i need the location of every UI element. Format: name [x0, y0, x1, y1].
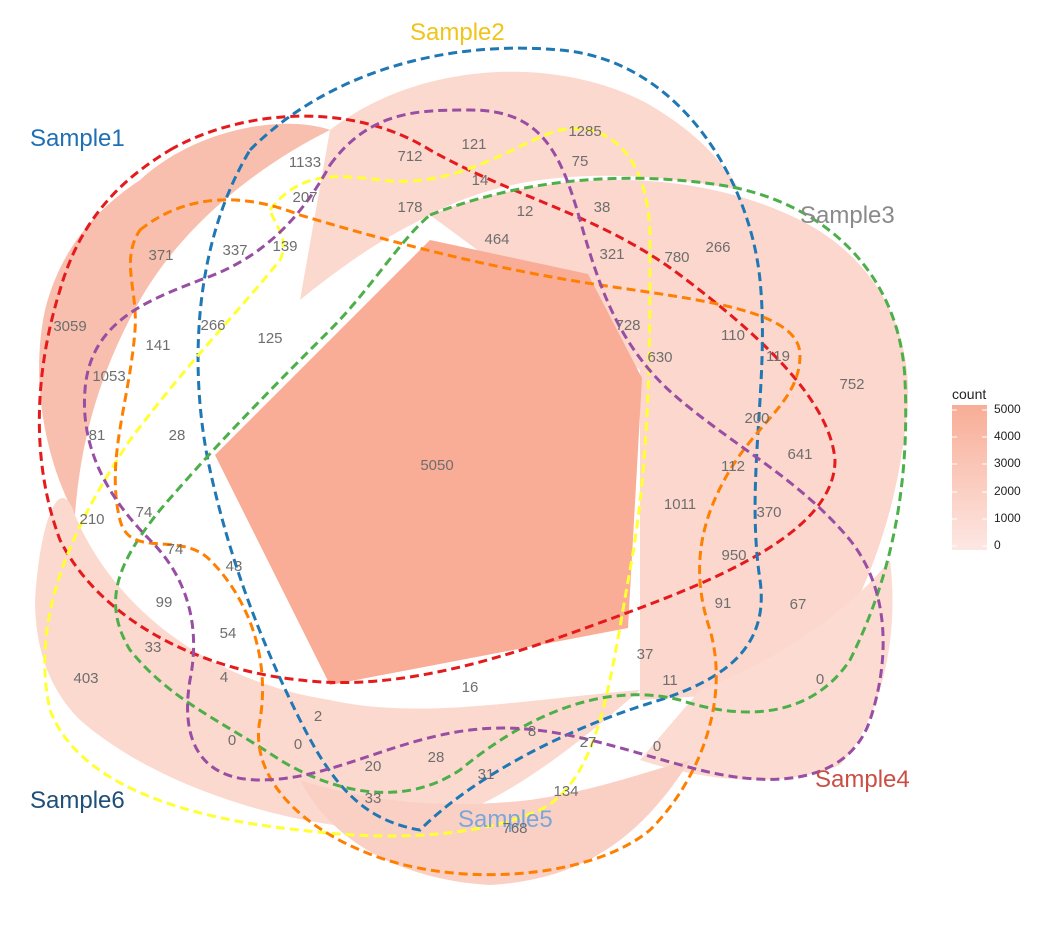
count-label: 210 [79, 511, 104, 528]
count-label: 33 [365, 790, 382, 807]
count-label: 119 [766, 348, 790, 365]
count-label: 121 [461, 136, 486, 153]
count-label: 712 [397, 148, 422, 165]
count-label: 178 [397, 199, 422, 216]
count-label: 91 [715, 595, 732, 612]
count-label: 321 [599, 246, 624, 263]
legend-title: count [952, 386, 986, 402]
legend-color-bar [952, 405, 987, 550]
legend-tick-label: 0 [994, 538, 1001, 552]
count-label: 370 [756, 504, 781, 521]
count-label: 112 [721, 458, 745, 475]
legend-tick-label: 4000 [994, 429, 1021, 443]
count-label: 37 [637, 646, 654, 663]
count-label: 16 [462, 679, 479, 696]
count-label: 38 [594, 199, 611, 216]
set-label-sample2: Sample2 [410, 19, 505, 46]
count-label: 81 [89, 427, 106, 444]
count-label: 75 [572, 153, 589, 170]
count-label: 74 [167, 541, 184, 558]
legend-tick-label: 3000 [994, 456, 1021, 470]
count-label: 28 [169, 427, 186, 444]
count-label: 4 [220, 669, 228, 686]
count-label: 14 [472, 172, 489, 189]
count-label: 630 [647, 349, 672, 366]
count-label: 1285 [568, 123, 601, 140]
count-label: 2 [314, 708, 322, 725]
count-label: 403 [73, 670, 98, 687]
count-label: 266 [705, 239, 730, 256]
count-label: 337 [222, 242, 247, 259]
legend-tick-label: 5000 [994, 402, 1021, 416]
count-label: 1133 [289, 154, 321, 171]
count-label: 0 [816, 671, 824, 688]
legend-tick-label: 1000 [994, 511, 1021, 525]
count-label: 1011 [664, 496, 696, 513]
count-label: 67 [790, 596, 807, 613]
count-label: 43 [226, 558, 243, 575]
count-label: 54 [220, 625, 237, 642]
count-label: 12 [517, 203, 534, 220]
region-fills [35, 72, 908, 885]
count-label: 28 [428, 749, 445, 766]
count-label: 780 [664, 249, 689, 266]
color-legend: count 5000 4000 3000 2000 1000 0 [952, 386, 1021, 552]
count-label: 125 [257, 330, 282, 347]
count-label: 11 [662, 672, 678, 689]
count-label: 207 [292, 189, 317, 206]
count-label: 33 [145, 639, 162, 656]
count-label: 74 [136, 504, 153, 521]
count-label: 99 [156, 594, 173, 611]
count-label: 134 [553, 783, 578, 800]
count-label: 752 [839, 376, 864, 393]
count-label: 200 [744, 410, 769, 427]
count-label: 266 [200, 317, 225, 334]
count-label: 371 [148, 247, 173, 264]
count-label: 20 [365, 758, 382, 775]
legend-tick-label: 2000 [994, 484, 1021, 498]
count-label: 0 [228, 732, 236, 749]
set-label-sample3: Sample3 [800, 202, 895, 229]
count-label: 464 [484, 231, 509, 248]
count-label: 31 [478, 766, 495, 783]
count-label: 27 [580, 734, 597, 751]
count-label: 8 [528, 723, 536, 740]
count-label: 950 [721, 547, 746, 564]
count-label: 3059 [53, 318, 86, 335]
count-label: 641 [787, 446, 812, 463]
count-label: 1053 [92, 368, 125, 385]
count-label: 0 [294, 736, 302, 753]
set-label-sample6: Sample6 [30, 787, 125, 814]
count-label: 728 [615, 317, 640, 334]
count-label: 139 [272, 238, 297, 255]
count-label: 768 [502, 820, 527, 837]
set-label-sample4: Sample4 [815, 766, 910, 793]
count-label: 110 [721, 327, 745, 344]
count-label: 141 [145, 337, 170, 354]
count-label: 5050 [420, 457, 453, 474]
set-label-sample1: Sample1 [30, 125, 125, 152]
count-label: 0 [653, 738, 661, 755]
